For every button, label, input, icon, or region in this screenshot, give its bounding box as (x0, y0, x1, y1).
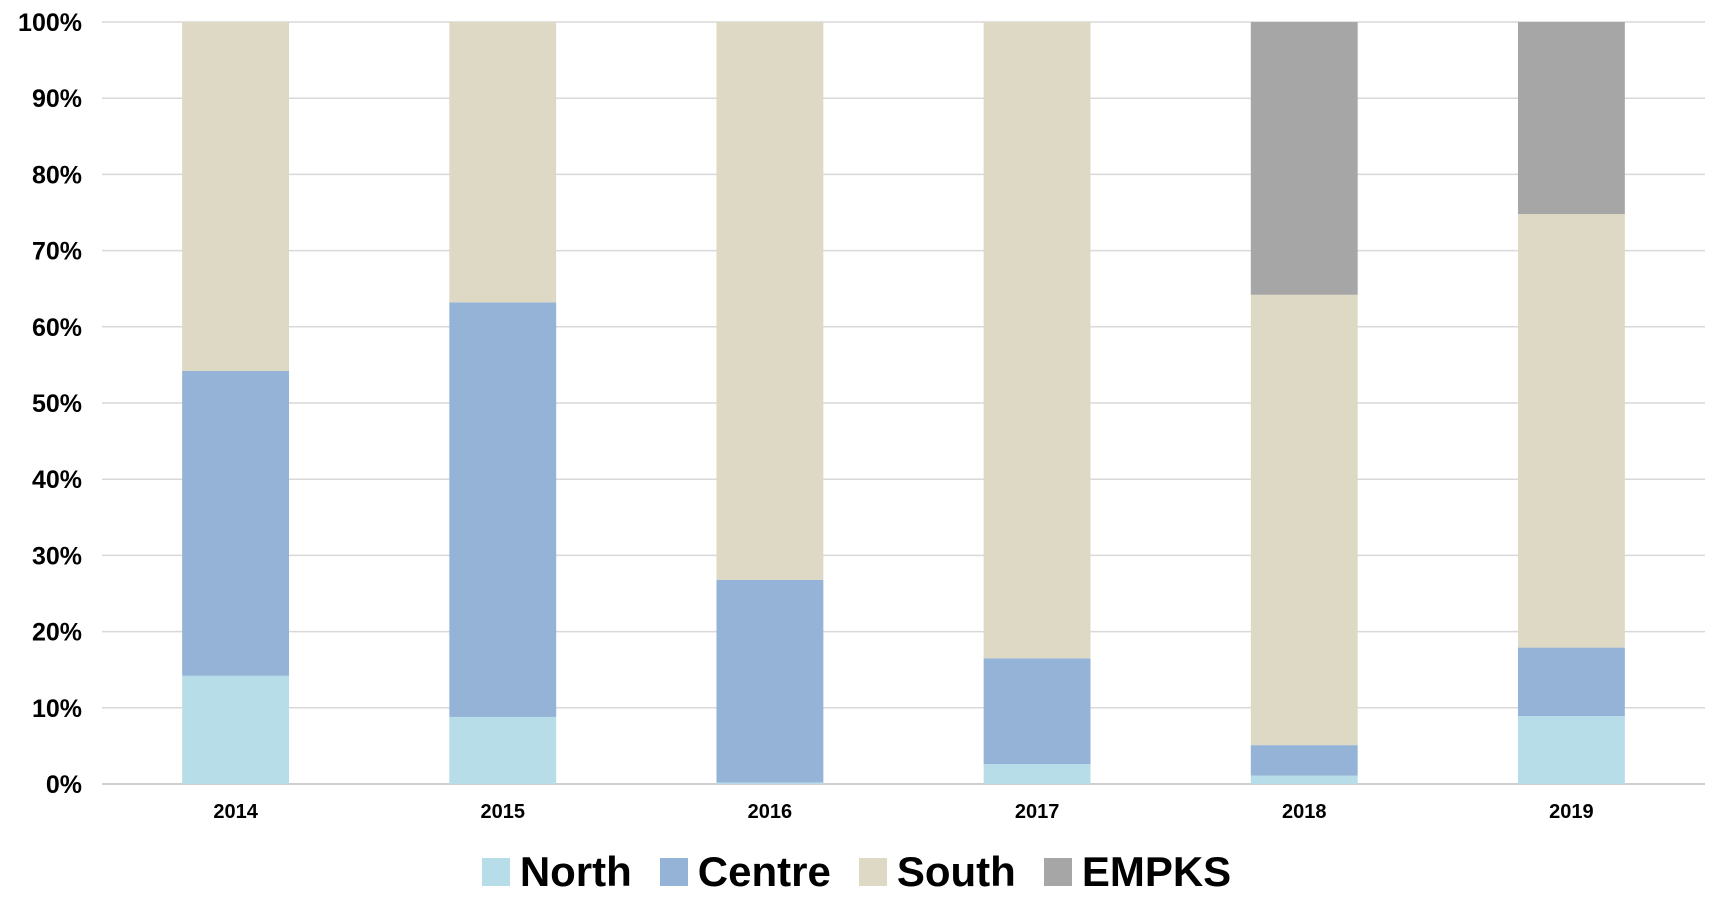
gridlines (102, 21, 1705, 785)
x-tick-label: 2015 (481, 801, 526, 823)
bar-segment-centre-2018 (1250, 745, 1358, 776)
bar-segment-empks-2019 (1517, 22, 1625, 215)
bar-segment-north-2016 (716, 782, 824, 784)
bar-segment-centre-2014 (182, 370, 290, 676)
legend-item-north: North (481, 848, 632, 896)
bar-segment-south-2016 (716, 22, 824, 580)
bar-segment-centre-2017 (983, 658, 1091, 765)
legend-label: Centre (697, 848, 831, 895)
y-tick-label: 60% (32, 314, 82, 342)
legend: North Centre South EMPKS (0, 848, 1713, 896)
legend-item-empks: EMPKS (1043, 848, 1232, 896)
bar-segment-centre-2016 (716, 579, 824, 783)
y-tick-label: 50% (32, 390, 82, 418)
legend-item-south: South (858, 848, 1016, 896)
y-tick-label: 20% (32, 619, 82, 647)
x-axis-ticks: 2014 2015 2016 2017 2018 2019 (213, 801, 1593, 823)
x-tick-label: 2016 (748, 801, 793, 823)
bar-segment-north-2014 (182, 675, 290, 784)
x-tick-label: 2014 (213, 801, 258, 823)
y-tick-label: 70% (32, 238, 82, 266)
y-tick-label: 90% (32, 85, 82, 113)
legend-swatch (481, 858, 510, 886)
y-tick-label: 30% (32, 542, 82, 570)
bar-segment-south-2014 (182, 22, 290, 371)
bar-segment-south-2019 (1517, 214, 1625, 648)
bar-segment-centre-2015 (449, 302, 557, 717)
legend-swatch (659, 858, 688, 886)
bars (182, 22, 1625, 784)
y-tick-label: 80% (32, 161, 82, 189)
bar-segment-centre-2019 (1517, 647, 1625, 717)
legend-item-centre: Centre (659, 848, 831, 896)
legend-label: North (519, 848, 632, 895)
bar-segment-north-2018 (1250, 775, 1358, 784)
bar-segment-south-2018 (1250, 294, 1358, 746)
x-tick-label: 2019 (1549, 801, 1594, 823)
bar-segment-south-2017 (983, 22, 1091, 659)
x-tick-label: 2018 (1282, 801, 1327, 823)
legend-swatch (858, 858, 887, 886)
legend-swatch (1043, 858, 1072, 886)
y-tick-label: 40% (32, 466, 82, 494)
bar-segment-empks-2018 (1250, 22, 1358, 295)
bar-segment-north-2019 (1517, 716, 1625, 784)
bar-segment-south-2015 (449, 22, 557, 303)
bar-segment-north-2017 (983, 764, 1091, 784)
legend-label: EMPKS (1081, 848, 1232, 895)
bar-segment-north-2015 (449, 716, 557, 784)
legend-label: South (896, 848, 1016, 895)
y-tick-label: 0% (46, 771, 82, 799)
y-axis-ticks: 0% 10% 20% 30% 40% 50% 60% 70% 80% 90% 100% (18, 9, 82, 799)
x-tick-label: 2017 (1015, 801, 1060, 823)
y-tick-label: 10% (32, 695, 82, 723)
y-tick-label: 100% (18, 9, 82, 37)
